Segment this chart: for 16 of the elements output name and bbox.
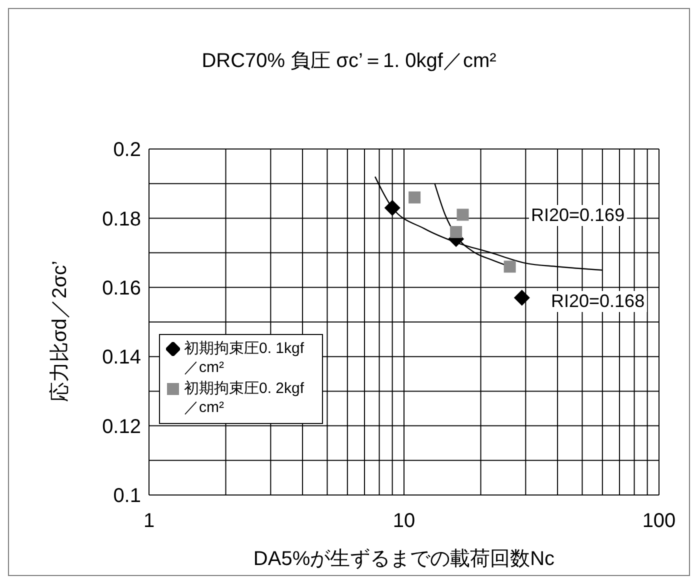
x-tick-label: 1 <box>143 510 155 532</box>
chart-title: DRC70% 負圧 σc’＝1. 0kgf／cm² <box>200 49 498 74</box>
y-axis-title: 応力比σd／2σc’ <box>48 260 72 402</box>
y-tick-label: 0.18 <box>102 208 141 230</box>
x-tick-label: 10 <box>392 510 416 532</box>
y-tick-label: 0.2 <box>113 139 141 162</box>
annotation: RI20=0.169 <box>529 205 627 226</box>
legend-label: 初期拘束圧0. 2kgf／cm² <box>184 379 306 417</box>
legend-label: 初期拘束圧0. 1kgf／cm² <box>184 339 306 377</box>
x-axis-title: DA5%が生ずるまでの載荷回数Nc <box>253 548 555 570</box>
x-tick-label: 100 <box>642 510 676 532</box>
y-tick-label: 0.1 <box>113 485 141 508</box>
y-tick-label: 0.14 <box>102 346 141 369</box>
y-tick-label: 0.16 <box>102 278 141 300</box>
annotation: RI20=0.168 <box>549 291 647 312</box>
y-tick-label: 0.12 <box>102 416 141 438</box>
